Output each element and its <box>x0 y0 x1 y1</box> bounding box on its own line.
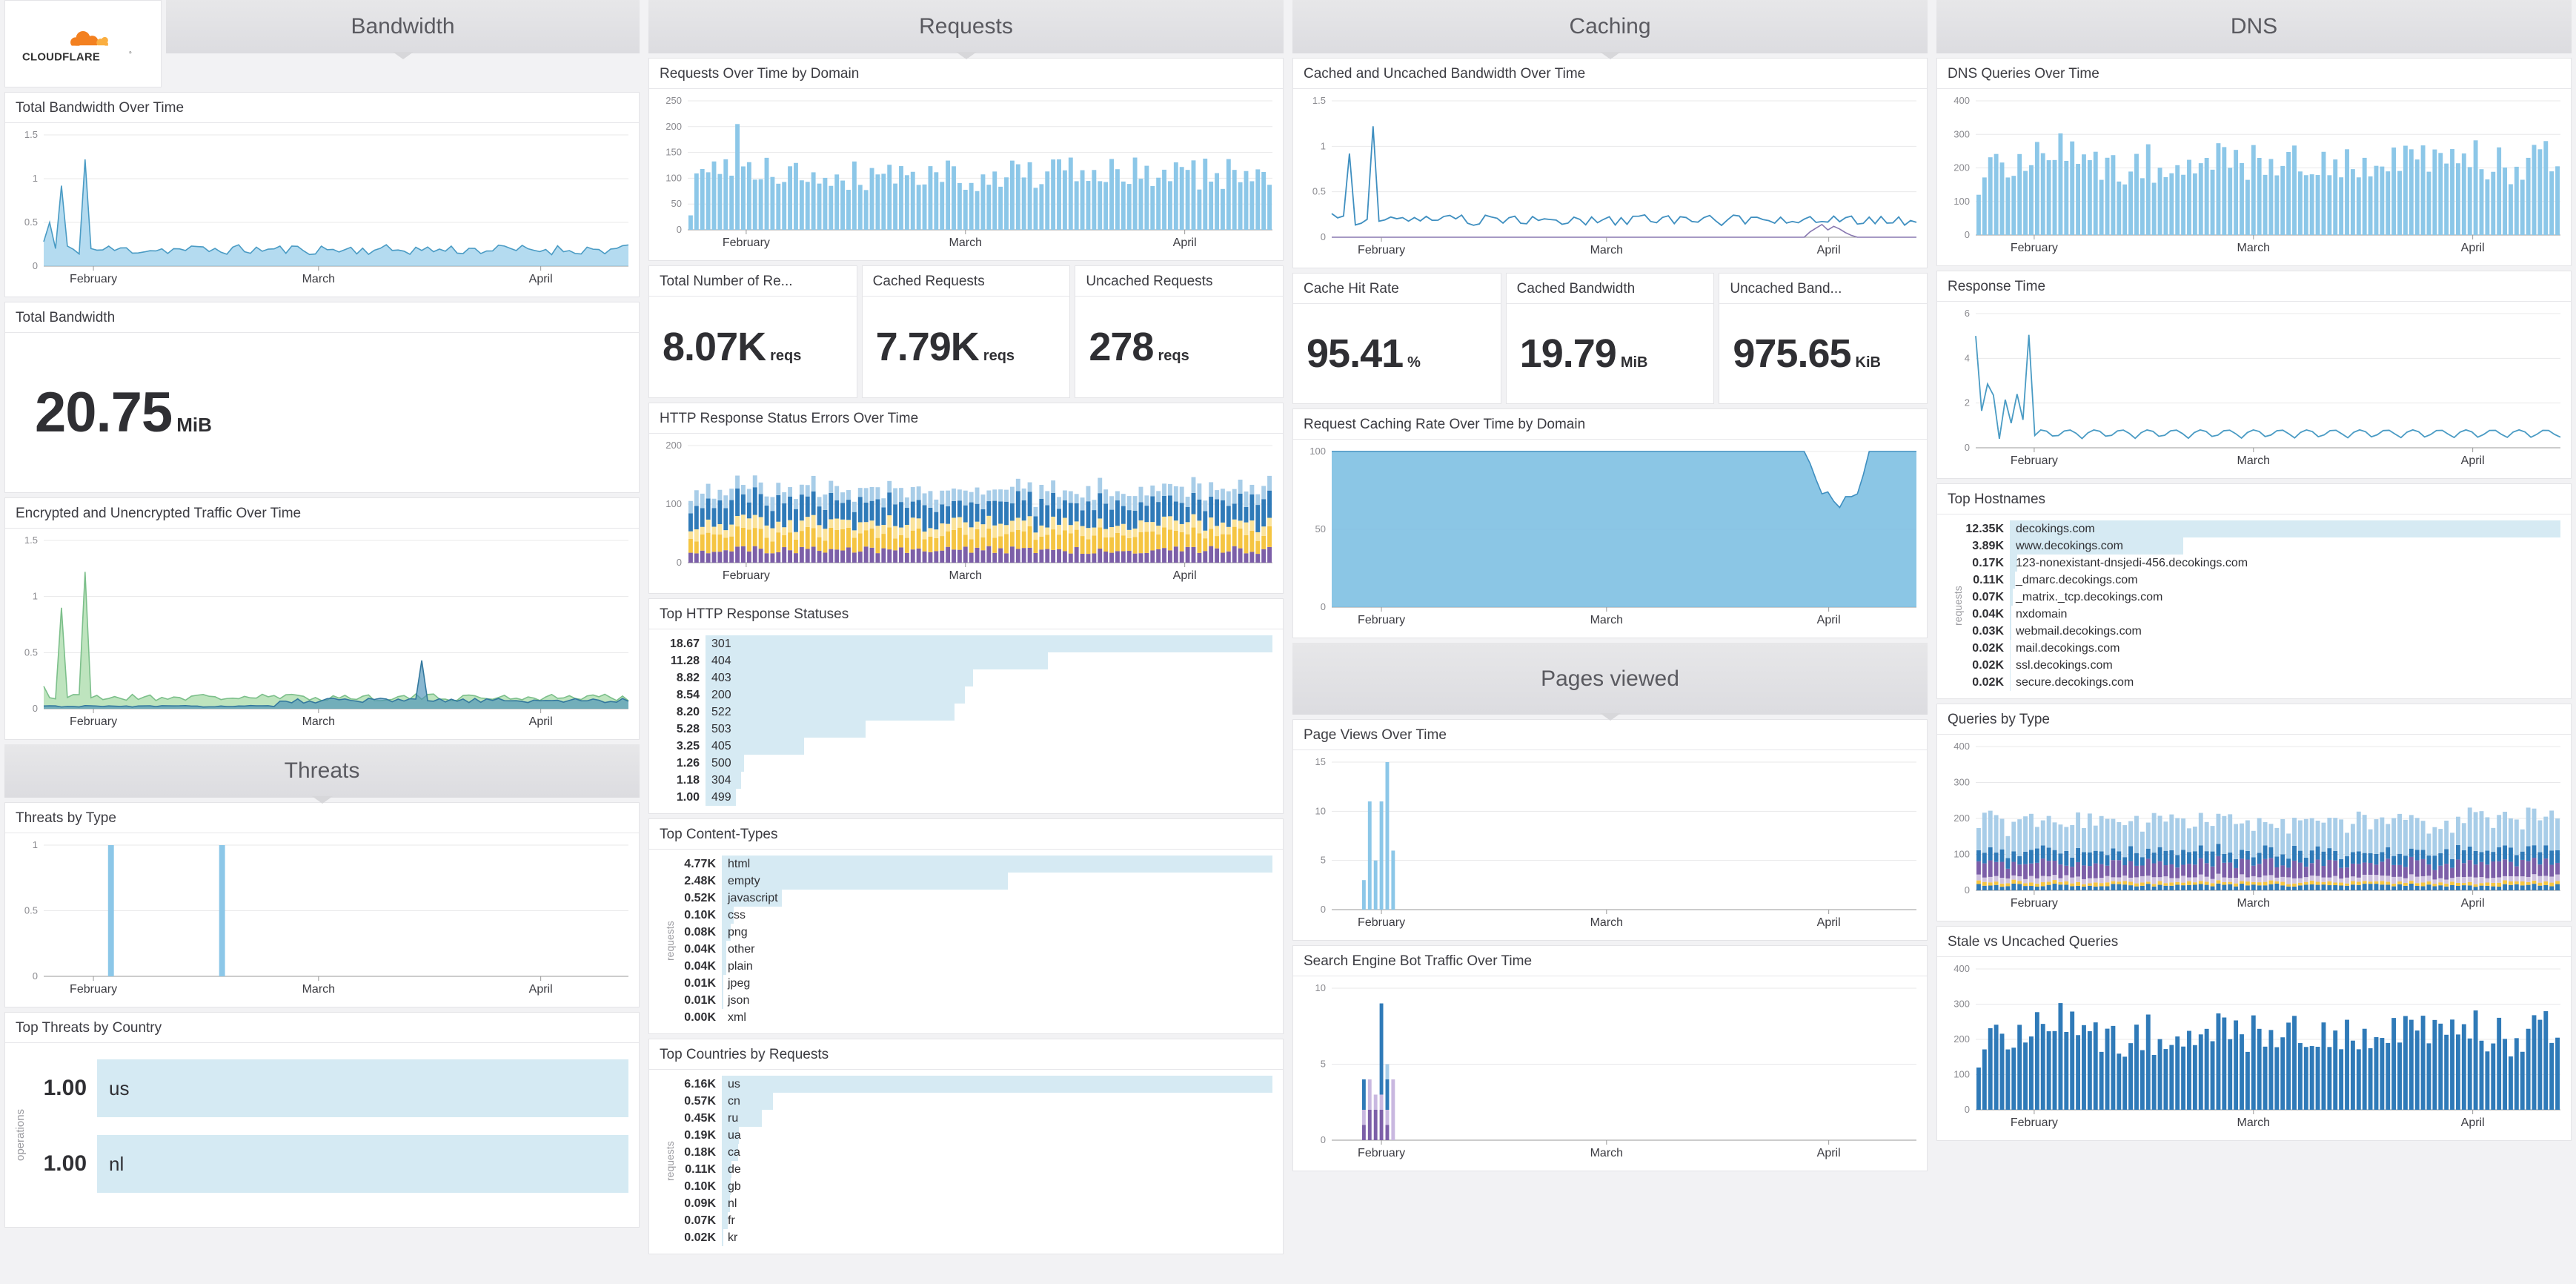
svg-text:March: March <box>302 273 335 285</box>
svg-text:0: 0 <box>1321 1134 1326 1145</box>
svg-text:February: February <box>723 236 770 249</box>
svg-text:February: February <box>723 569 770 582</box>
svg-text:0: 0 <box>33 260 38 271</box>
svg-text:2: 2 <box>1965 397 1970 408</box>
svg-text:1: 1 <box>33 591 38 602</box>
svg-text:0: 0 <box>1965 442 1970 453</box>
svg-text:March: March <box>1590 1147 1623 1159</box>
svg-text:1.5: 1.5 <box>24 535 38 546</box>
svg-text:April: April <box>2461 454 2485 467</box>
svg-text:April: April <box>529 273 553 285</box>
svg-text:0: 0 <box>1321 231 1326 242</box>
svg-text:0: 0 <box>1965 229 1970 240</box>
svg-text:100: 100 <box>1953 1069 1970 1080</box>
svg-text:March: March <box>1590 614 1623 626</box>
svg-text:February: February <box>2011 1116 2058 1129</box>
svg-text:March: March <box>2237 242 2270 254</box>
svg-text:100: 100 <box>1953 849 1970 860</box>
svg-text:100: 100 <box>1953 196 1970 207</box>
svg-text:200: 200 <box>665 121 682 132</box>
svg-text:300: 300 <box>1953 777 1970 788</box>
svg-text:February: February <box>2011 454 2058 467</box>
svg-text:March: March <box>1590 916 1623 929</box>
svg-text:March: March <box>1590 244 1623 257</box>
svg-text:100: 100 <box>1309 446 1326 457</box>
svg-text:February: February <box>1358 916 1405 929</box>
svg-text:10: 10 <box>1315 982 1326 993</box>
svg-text:1.5: 1.5 <box>1312 95 1326 106</box>
svg-text:March: March <box>302 715 335 728</box>
svg-text:April: April <box>1817 614 1841 626</box>
svg-text:0.5: 0.5 <box>24 646 38 658</box>
svg-text:February: February <box>70 983 117 996</box>
svg-text:200: 200 <box>1953 1033 1970 1045</box>
svg-text:1.5: 1.5 <box>24 129 38 140</box>
svg-text:150: 150 <box>665 147 682 158</box>
svg-text:0.5: 0.5 <box>1312 186 1326 197</box>
svg-text:0: 0 <box>677 557 682 568</box>
svg-text:February: February <box>1358 1147 1405 1159</box>
svg-text:200: 200 <box>1953 813 1970 824</box>
svg-text:0: 0 <box>677 224 682 235</box>
svg-text:200: 200 <box>1953 162 1970 173</box>
svg-text:February: February <box>70 715 117 728</box>
svg-text:1: 1 <box>33 173 38 184</box>
svg-text:0: 0 <box>33 703 38 714</box>
svg-text:50: 50 <box>1315 523 1326 535</box>
svg-text:February: February <box>1358 614 1405 626</box>
svg-text:April: April <box>1173 569 1197 582</box>
svg-text:50: 50 <box>671 198 682 209</box>
svg-text:April: April <box>529 715 553 728</box>
svg-text:CLOUDFLARE: CLOUDFLARE <box>22 51 100 63</box>
svg-text:6: 6 <box>1965 308 1970 319</box>
svg-text:1: 1 <box>33 839 38 850</box>
svg-text:April: April <box>529 983 553 996</box>
svg-text:300: 300 <box>1953 128 1970 139</box>
svg-text:200: 200 <box>665 440 682 451</box>
svg-text:5: 5 <box>1321 1059 1326 1070</box>
svg-text:0: 0 <box>33 970 38 982</box>
svg-text:April: April <box>2461 897 2485 910</box>
svg-text:300: 300 <box>1953 999 1970 1010</box>
svg-text:5: 5 <box>1321 855 1326 866</box>
svg-text:April: April <box>1817 244 1841 257</box>
svg-text:0.5: 0.5 <box>24 216 38 228</box>
svg-text:March: March <box>2237 1116 2270 1129</box>
svg-text:400: 400 <box>1953 963 1970 974</box>
svg-text:April: April <box>1817 916 1841 929</box>
svg-text:100: 100 <box>665 172 682 183</box>
svg-text:March: March <box>2237 897 2270 910</box>
svg-text:®: ® <box>129 51 132 55</box>
svg-text:10: 10 <box>1315 805 1326 816</box>
svg-text:100: 100 <box>665 498 682 509</box>
svg-text:400: 400 <box>1953 95 1970 106</box>
svg-text:1: 1 <box>1321 140 1326 151</box>
svg-text:February: February <box>70 273 117 285</box>
svg-text:February: February <box>1358 244 1405 257</box>
svg-text:February: February <box>2011 242 2058 254</box>
svg-text:March: March <box>2237 454 2270 467</box>
svg-text:March: March <box>302 983 335 996</box>
svg-text:March: March <box>949 236 982 249</box>
svg-text:0: 0 <box>1321 601 1326 612</box>
svg-text:March: March <box>949 569 982 582</box>
svg-text:April: April <box>1173 236 1197 249</box>
svg-text:250: 250 <box>665 95 682 106</box>
svg-text:April: April <box>2461 1116 2485 1129</box>
svg-text:April: April <box>2461 242 2485 254</box>
svg-text:0.5: 0.5 <box>24 905 38 916</box>
svg-text:0: 0 <box>1965 884 1970 896</box>
svg-text:0: 0 <box>1965 1104 1970 1115</box>
svg-text:15: 15 <box>1315 756 1326 767</box>
svg-text:0: 0 <box>1321 904 1326 915</box>
svg-text:February: February <box>2011 897 2058 910</box>
svg-text:400: 400 <box>1953 741 1970 752</box>
svg-text:April: April <box>1817 1147 1841 1159</box>
svg-text:4: 4 <box>1965 352 1970 363</box>
